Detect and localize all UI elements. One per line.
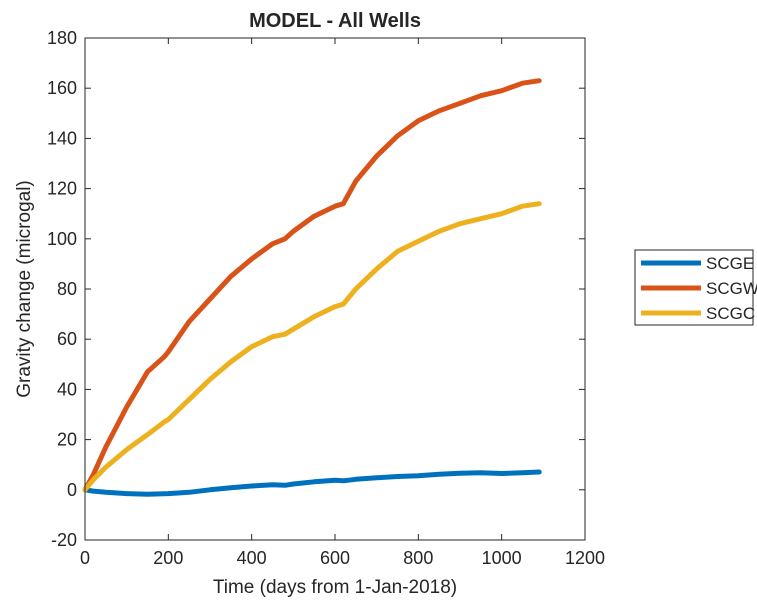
plot-frame — [84, 37, 586, 541]
x-tick-label: 1200 — [565, 548, 605, 568]
chart-title: MODEL - All Wells — [249, 10, 421, 32]
legend-label-scgw: SCGW — [706, 279, 757, 298]
y-tick-label: 80 — [57, 279, 77, 299]
x-tick-label: 1000 — [482, 548, 522, 568]
y-axis-ticks: -20 0 20 40 60 80 100 120 140 160 180 — [47, 28, 585, 550]
y-tick-label: 60 — [57, 329, 77, 349]
series-line-scgc — [82, 201, 542, 493]
series-lines — [82, 78, 542, 497]
series-line-scgw — [82, 78, 542, 493]
plot-area — [85, 38, 585, 540]
series-line-scge — [82, 469, 542, 497]
y-tick-label: 100 — [47, 229, 77, 249]
y-axis-label: Gravity change (microgal) — [14, 180, 35, 398]
y-tick-label: 0 — [67, 480, 77, 500]
y-tick-label: -20 — [51, 530, 77, 550]
x-tick-label: 600 — [320, 548, 350, 568]
x-tick-label: 400 — [237, 548, 267, 568]
y-tick-label: 40 — [57, 379, 77, 399]
legend-label-scge: SCGE — [706, 254, 754, 273]
y-tick-label: 160 — [47, 78, 77, 98]
legend-label-scgc: SCGC — [706, 304, 755, 323]
y-tick-label: 180 — [47, 28, 77, 48]
legend: SCGE SCGW SCGC — [634, 249, 757, 326]
x-tick-label: 0 — [80, 548, 90, 568]
x-axis-ticks: 0 200 400 600 800 1000 1200 — [80, 38, 605, 568]
x-tick-label: 200 — [153, 548, 183, 568]
legend-entries: SCGE SCGW SCGC — [641, 254, 757, 323]
x-tick-label: 800 — [403, 548, 433, 568]
y-tick-label: 20 — [57, 430, 77, 450]
y-tick-label: 120 — [47, 179, 77, 199]
x-axis-label: Time (days from 1-Jan-2018) — [213, 577, 457, 598]
y-tick-label: 140 — [47, 128, 77, 148]
